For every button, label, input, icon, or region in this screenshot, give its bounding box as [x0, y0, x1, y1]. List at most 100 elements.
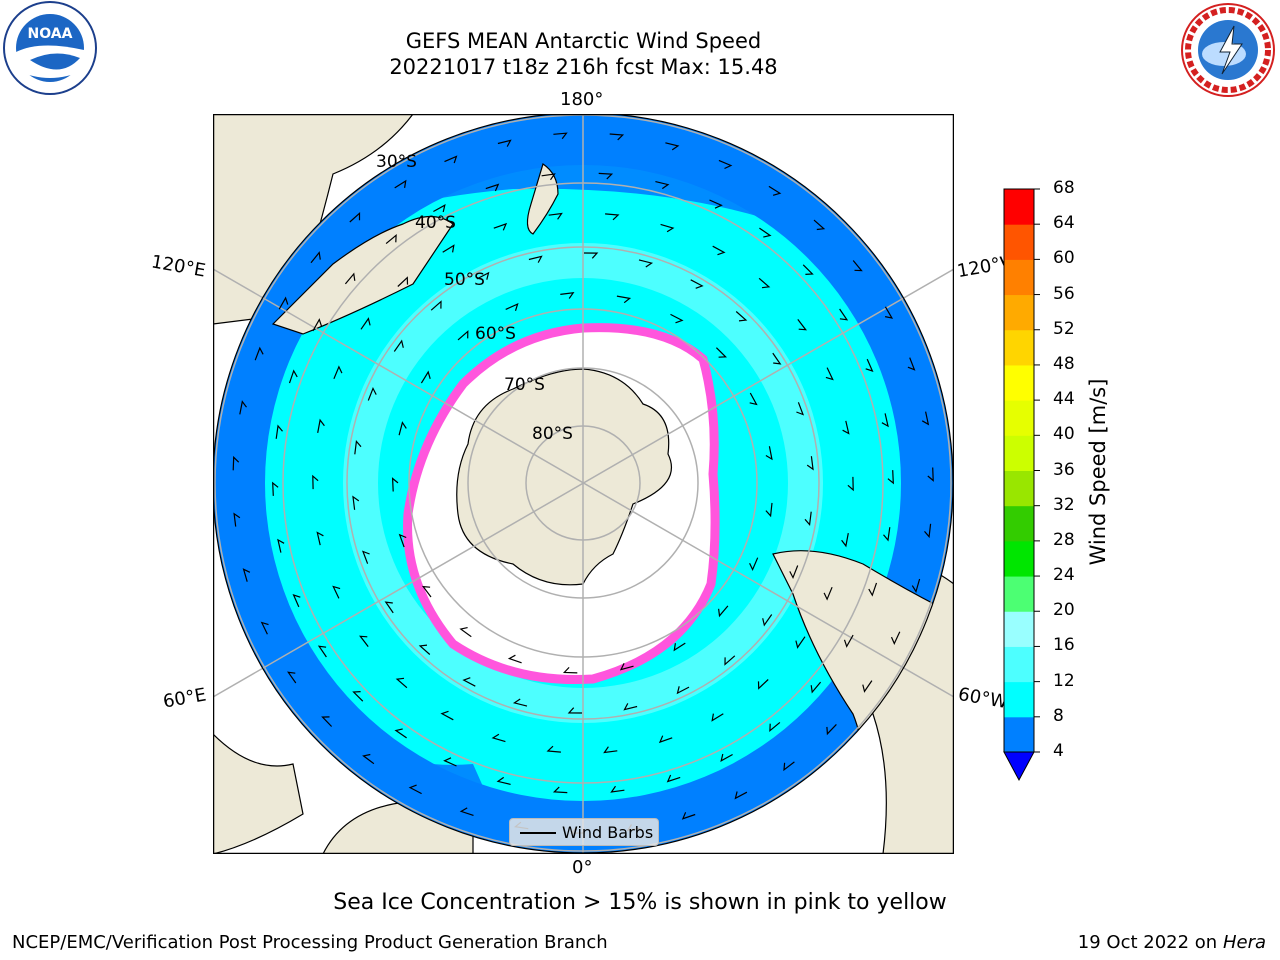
wind-barb — [841, 532, 849, 548]
colorbar-tick-label: 68 — [1053, 178, 1075, 198]
latitude-label-70s: 70°S — [504, 375, 545, 395]
wind-barb — [485, 183, 500, 192]
wind-barb — [847, 476, 854, 492]
colorbar-band — [1004, 681, 1034, 718]
wind-barb — [583, 252, 599, 259]
wind-barb — [810, 681, 822, 694]
colorbar-band — [1004, 364, 1034, 401]
colorbar-band — [1004, 329, 1034, 366]
wind-barb — [360, 317, 371, 330]
wind-barb — [440, 710, 454, 721]
wind-barb — [354, 439, 362, 455]
svg-text:NOAA: NOAA — [28, 26, 73, 42]
wind-barb — [560, 292, 575, 299]
wind-barb — [718, 605, 729, 618]
wind-barb — [605, 213, 620, 221]
wind-barb — [367, 386, 377, 401]
wind-barb — [724, 655, 736, 666]
wind-barb — [397, 276, 409, 287]
wind-barb — [394, 179, 407, 189]
wind-barb — [712, 245, 726, 256]
wind-barb — [772, 352, 782, 365]
wind-barb — [493, 222, 508, 231]
noaa-logo: NOAA — [3, 1, 97, 95]
wind-barb — [562, 666, 578, 674]
wind-barb — [312, 318, 323, 332]
wind-barb — [734, 791, 748, 800]
wind-barb — [762, 614, 773, 627]
wind-barb — [765, 502, 773, 518]
colorbar-band — [1004, 400, 1034, 436]
wind-barb — [420, 370, 431, 384]
wind-barb — [476, 271, 490, 280]
footer-date-text: 19 Oct 2022 on — [1077, 932, 1223, 953]
antarctica — [456, 368, 673, 586]
colorbar-tick-label: 8 — [1053, 705, 1064, 726]
wind-barb — [676, 686, 690, 695]
map-legend: Wind Barbs — [509, 818, 659, 846]
wind-barb — [619, 663, 634, 671]
wind-barb — [759, 227, 772, 238]
wind-barb — [254, 346, 264, 361]
colorbar-band — [1004, 576, 1034, 612]
colorbar-band — [1004, 435, 1034, 471]
wind-barb — [362, 753, 375, 765]
wind-barb — [548, 212, 563, 220]
wind-barb — [443, 757, 457, 767]
wind-barb — [505, 303, 519, 311]
antarctic-map — [213, 114, 954, 854]
wind-barb — [907, 357, 916, 371]
wind-barb — [312, 474, 319, 490]
wind-barb — [384, 601, 394, 614]
wind-barb — [735, 311, 748, 322]
wind-barb — [459, 807, 474, 816]
colorbar-band — [1004, 294, 1034, 331]
wind-barb — [718, 159, 733, 170]
wind-barb — [673, 642, 686, 652]
wind-barb — [890, 631, 901, 645]
wind-barb — [806, 456, 814, 471]
wind-barb — [349, 211, 361, 223]
colorbar-label: Wind Speed [m/s] — [1086, 378, 1110, 566]
colorbar-tick-label: 36 — [1053, 459, 1075, 480]
wind-barb — [512, 698, 528, 707]
wind-barb — [921, 411, 930, 426]
meridian-label-180: 180° — [560, 89, 604, 110]
wind-barb — [670, 313, 684, 324]
wind-barb — [749, 557, 759, 572]
colorbar-band — [1004, 540, 1034, 577]
wind-barb — [333, 365, 343, 380]
meridian-label-120e: 120°E — [149, 251, 208, 282]
wind-barb — [317, 645, 327, 658]
wind-barb — [275, 424, 283, 439]
wind-barb — [288, 369, 298, 384]
wind-barb — [546, 745, 561, 753]
wind-barb — [352, 495, 360, 510]
colorbar-band — [1004, 189, 1034, 225]
wind-barb — [823, 586, 833, 601]
sea-ice-caption: Sea Ice Concentration > 15% is shown in … — [333, 890, 947, 915]
wind-barb — [749, 392, 758, 406]
wind-barb — [927, 467, 934, 482]
wind-barb — [352, 691, 364, 702]
wind-barb — [260, 621, 269, 635]
wind-barb — [433, 204, 446, 213]
wind-barb — [418, 644, 431, 655]
chart-title: GEFS MEAN Antarctic Wind Speed — [405, 29, 762, 53]
wind-barb — [603, 746, 618, 754]
wind-barb — [638, 259, 654, 268]
wind-barb — [444, 155, 458, 164]
wind-barb — [398, 421, 407, 436]
wind-barb — [553, 132, 568, 140]
wind-barb — [232, 455, 240, 471]
wind-barb — [883, 527, 891, 542]
colorbar-tick-label: 48 — [1053, 353, 1075, 374]
wind-barb — [344, 272, 356, 285]
nws-logo — [1181, 3, 1275, 97]
wind-barb — [361, 550, 370, 564]
wind-barb — [843, 634, 854, 648]
footer-machine: Hera — [1222, 932, 1266, 953]
wind-barb — [496, 776, 511, 785]
wind-barb — [881, 413, 889, 428]
colorbar-tick-label: 24 — [1053, 565, 1075, 586]
